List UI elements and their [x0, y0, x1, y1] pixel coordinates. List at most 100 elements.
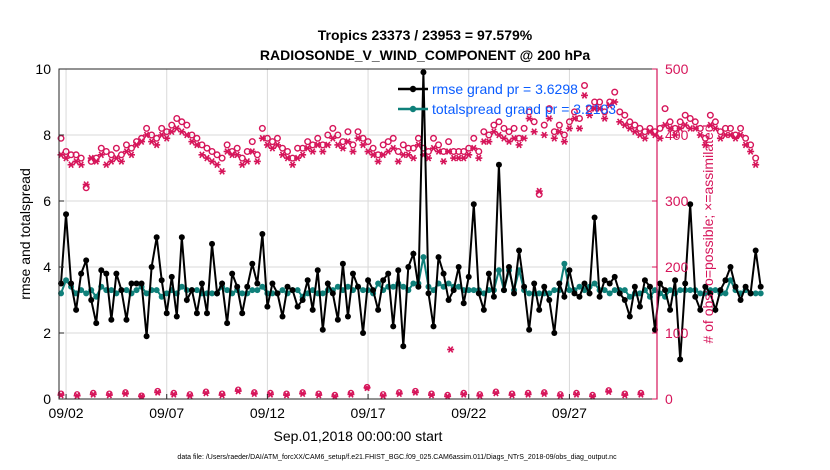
obs-assimilated-marker: [208, 157, 216, 165]
obs-assimilated-marker: [626, 124, 634, 132]
star-stroke: [330, 134, 336, 142]
star-stroke: [154, 388, 161, 396]
obs-assimilated-marker: [97, 151, 105, 159]
obs-possible-marker: [178, 118, 186, 126]
rmse-point: [360, 330, 367, 336]
obs-possible-marker: [158, 124, 166, 132]
obs-low-assimilated-marker: [492, 389, 500, 397]
series-layer: [58, 69, 764, 363]
obs-assimilated-marker: [701, 141, 709, 149]
obs-assimilated-marker: [284, 154, 292, 162]
obs-possible-marker: [203, 144, 211, 152]
obs-assimilated-marker: [67, 161, 75, 169]
obs-possible-marker: [495, 118, 503, 126]
obs-assimilated-marker: [445, 148, 453, 155]
rmse-point: [284, 283, 291, 290]
star-stroke: [682, 121, 688, 129]
rmse-point: [470, 201, 477, 208]
obs-possible-marker: [470, 134, 478, 142]
rmse-point: [264, 303, 271, 310]
rmse-point: [63, 211, 70, 218]
obs-possible-marker: [268, 138, 276, 146]
rmse-point: [526, 326, 533, 333]
obs-possible-marker: [636, 124, 644, 132]
obs-possible-marker: [611, 88, 619, 96]
star-stroke: [179, 128, 185, 136]
totalspread-point: [470, 287, 477, 294]
star-stroke: [103, 161, 110, 169]
obs-assimilated-marker: [359, 141, 367, 149]
obs-assimilated-marker: [193, 141, 201, 149]
obs-possible-marker: [102, 147, 110, 155]
rmse-point: [128, 280, 135, 287]
star-stroke: [365, 148, 371, 155]
obs-assimilated-marker: [329, 134, 337, 142]
obs-low-assimilated-marker: [379, 392, 387, 400]
rmse-point: [606, 280, 613, 287]
obs-assimilated-marker: [334, 141, 342, 149]
star-stroke: [90, 390, 96, 398]
star-stroke: [187, 392, 193, 400]
rmse-point: [294, 303, 301, 310]
obs-low-assimilated-marker: [476, 392, 484, 400]
obs-possible-marker: [112, 144, 120, 152]
totalspread-point: [239, 290, 246, 297]
obs-assimilated-marker: [550, 134, 558, 142]
totalspread-point: [224, 287, 231, 294]
obs-possible-marker: [379, 141, 387, 149]
rmse-point: [98, 267, 105, 274]
rmse-point: [88, 297, 95, 303]
star-stroke: [611, 98, 618, 106]
star-stroke: [576, 124, 583, 132]
rmse-point: [566, 267, 573, 274]
rmse-point: [556, 280, 563, 287]
totalspread-point: [722, 290, 729, 297]
star-stroke: [209, 157, 215, 165]
obs-low-assimilated-marker: [589, 392, 597, 400]
obs-low-assimilated-marker: [283, 391, 291, 399]
obs-possible-marker: [676, 118, 684, 126]
obs-assimilated-marker: [530, 128, 538, 136]
obs-assimilated-marker: [706, 121, 714, 129]
totalspread-point: [712, 287, 719, 294]
rmse-point: [370, 287, 377, 294]
rmse-point: [420, 69, 427, 76]
obs-low-assimilated-marker: [572, 390, 580, 398]
rmse-point: [717, 287, 724, 294]
star-stroke: [415, 141, 422, 149]
obs-possible-marker: [183, 121, 191, 129]
rmse-point: [355, 283, 361, 290]
obs-assimilated-marker: [636, 131, 644, 139]
star-stroke: [234, 151, 240, 159]
rmse-point: [480, 306, 487, 313]
obs-assimilated-marker: [606, 101, 614, 109]
totalspread-point: [209, 290, 216, 297]
star-stroke: [627, 124, 633, 132]
obs-assimilated-marker: [72, 157, 80, 165]
star-stroke: [486, 138, 492, 146]
obs-assimilated-marker: [238, 161, 246, 169]
totalspread-point: [445, 280, 452, 287]
star-stroke: [477, 392, 483, 400]
obs-possible-marker: [253, 151, 261, 159]
obs-assimilated-marker: [304, 144, 312, 152]
totalspread-point: [727, 277, 734, 284]
obs-assimilated-marker: [545, 115, 553, 122]
star-stroke: [541, 390, 547, 398]
obs-possible-marker: [117, 151, 125, 159]
star-stroke: [400, 151, 407, 159]
rmse-point: [304, 277, 311, 284]
rmse-point: [113, 270, 120, 277]
obs-assimilated-marker: [314, 141, 322, 149]
rmse-point: [168, 273, 175, 280]
star-stroke: [632, 128, 638, 136]
star-stroke: [309, 148, 316, 155]
rmse-point: [455, 264, 462, 270]
star-stroke: [642, 134, 648, 142]
obs-assimilated-marker: [696, 131, 704, 139]
obs-assimilated-marker: [309, 148, 317, 155]
obs-possible-marker: [258, 124, 266, 132]
rmse-point: [380, 277, 387, 284]
rmse-point: [727, 264, 734, 270]
star-stroke: [113, 154, 120, 162]
